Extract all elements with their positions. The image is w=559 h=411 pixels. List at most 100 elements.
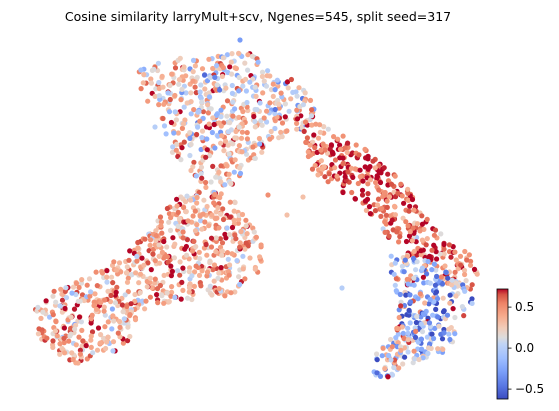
colorbar-tick-label: 0.0 xyxy=(515,341,534,355)
scatter-point xyxy=(259,122,265,128)
scatter-point xyxy=(43,298,49,304)
colorbar-gradient xyxy=(496,288,509,400)
scatter-point xyxy=(405,325,411,331)
scatter-point xyxy=(332,157,339,163)
scatter-point xyxy=(198,283,204,289)
scatter-point xyxy=(183,209,189,215)
scatter-point xyxy=(226,232,233,238)
scatter-point xyxy=(140,80,146,86)
scatter-point xyxy=(230,141,236,147)
scatter-point xyxy=(409,196,416,203)
scatter-point xyxy=(391,364,397,371)
scatter-point xyxy=(191,159,197,165)
scatter-point xyxy=(447,292,453,298)
scatter-point xyxy=(191,107,197,113)
scatter-point xyxy=(168,273,174,279)
scatter-point xyxy=(376,187,382,193)
scatter-point xyxy=(193,173,199,179)
scatter-point xyxy=(240,266,246,272)
scatter-point xyxy=(251,229,257,235)
scatter-point xyxy=(229,224,236,231)
scatter-point xyxy=(184,237,190,243)
scatter-point xyxy=(374,370,380,376)
scatter-point xyxy=(457,253,464,259)
scatter-point xyxy=(159,73,165,79)
scatter-point xyxy=(387,213,393,219)
scatter-point xyxy=(396,307,402,313)
scatter-point xyxy=(180,235,186,241)
scatter-point xyxy=(388,336,394,343)
scatter-point xyxy=(232,157,238,163)
scatter-point xyxy=(218,265,224,271)
scatter-point xyxy=(133,270,139,276)
scatter-point xyxy=(389,344,395,350)
colorbar: 0.5 0.0 −0.5 xyxy=(496,288,544,400)
scatter-point xyxy=(315,135,322,141)
scatter-point xyxy=(171,130,177,136)
scatter-point xyxy=(113,289,119,295)
scatter-point xyxy=(213,249,219,255)
scatter-point xyxy=(239,211,246,218)
scatter-point xyxy=(433,289,440,295)
scatter-point xyxy=(147,237,154,243)
scatter-point xyxy=(272,106,278,113)
scatter-point xyxy=(253,93,259,99)
scatter-point xyxy=(212,145,218,151)
scatter-point xyxy=(389,217,395,223)
scatter-point xyxy=(141,262,147,268)
scatter-point xyxy=(212,191,218,198)
scatter-point xyxy=(429,247,435,253)
scatter-point xyxy=(156,79,162,86)
scatter-point xyxy=(137,271,144,277)
scatter-point xyxy=(239,129,245,135)
scatter-point xyxy=(219,240,226,246)
scatter-point xyxy=(57,351,63,357)
scatter-point xyxy=(68,314,74,320)
scatter-point xyxy=(412,334,419,340)
scatter-point xyxy=(155,300,161,306)
scatter-point xyxy=(206,223,212,229)
scatter-point xyxy=(282,101,288,107)
scatter-point xyxy=(70,284,77,290)
scatter-point xyxy=(179,279,185,285)
scatter-point xyxy=(309,122,315,128)
scatter-point xyxy=(225,142,231,148)
scatter-point xyxy=(418,248,424,254)
scatter-point xyxy=(142,306,148,312)
scatter-point xyxy=(447,336,453,343)
scatter-point xyxy=(203,184,209,190)
scatter-point xyxy=(125,275,131,281)
scatter-point xyxy=(50,312,56,318)
scatter-point xyxy=(188,90,194,96)
scatter-point xyxy=(242,276,248,282)
scatter-point xyxy=(461,267,468,273)
scatter-point xyxy=(334,173,340,179)
scatter-point xyxy=(127,248,133,254)
scatter-point xyxy=(427,280,433,286)
scatter-point xyxy=(228,181,234,187)
scatter-point xyxy=(102,312,108,318)
scatter-point xyxy=(307,142,313,148)
scatter-point xyxy=(407,203,413,209)
scatter-point xyxy=(449,282,455,288)
scatter-point xyxy=(112,300,118,306)
scatter-point xyxy=(88,289,94,295)
scatter-point xyxy=(35,304,41,310)
scatter-point xyxy=(296,85,302,91)
scatter-point xyxy=(395,340,401,346)
scatter-point xyxy=(224,250,231,256)
scatter-point xyxy=(103,345,109,352)
scatter-point xyxy=(243,217,249,223)
scatter-point xyxy=(267,100,273,106)
scatter-point xyxy=(276,101,282,107)
scatter-point xyxy=(110,348,116,354)
scatter-point xyxy=(186,285,193,291)
scatter-point xyxy=(312,162,318,169)
scatter-point xyxy=(363,207,369,213)
scatter-point xyxy=(169,289,175,295)
scatter-point xyxy=(57,341,63,347)
scatter-point xyxy=(239,149,245,155)
scatter-point xyxy=(319,166,325,172)
scatter-point xyxy=(236,124,242,130)
scatter-point xyxy=(227,214,233,220)
